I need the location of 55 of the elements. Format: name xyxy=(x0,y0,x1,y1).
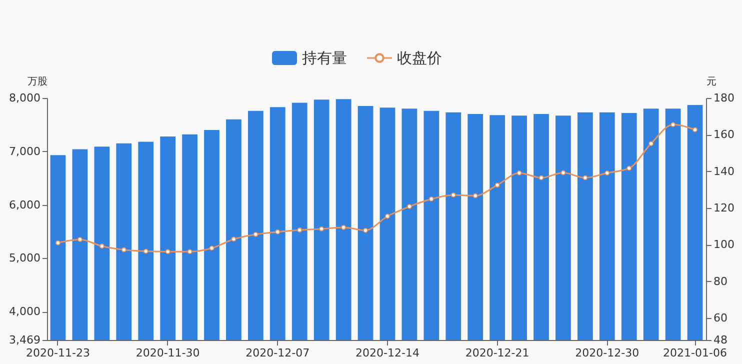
point xyxy=(363,228,368,233)
x-tick-label: 2020-12-14 xyxy=(356,346,420,360)
point xyxy=(450,192,456,198)
x-tick-label: 2020-12-21 xyxy=(465,346,530,360)
y2-tick-label: 140 xyxy=(714,164,734,178)
x-tick-label: 2020-12-07 xyxy=(246,346,310,360)
point xyxy=(77,237,82,242)
point xyxy=(626,166,632,171)
y2-axis-title: 元 xyxy=(706,76,716,88)
y2-tick-label: 80 xyxy=(714,274,728,288)
point xyxy=(428,196,434,202)
legend-label: 收盘价 xyxy=(397,49,442,67)
point xyxy=(341,224,346,230)
point xyxy=(406,204,412,210)
point xyxy=(99,244,104,249)
y2-tick-label: 100 xyxy=(714,238,734,252)
point xyxy=(253,232,258,237)
y2-tick-label: 48 xyxy=(714,334,728,346)
point xyxy=(582,175,588,180)
point xyxy=(55,240,60,246)
point xyxy=(494,182,500,188)
x-tick-label: 2020-11-30 xyxy=(136,346,200,360)
y2-tick-label: 60 xyxy=(714,312,728,324)
x-tick-label: 2020-12-30 xyxy=(575,346,640,360)
y-tick-label: 3,469 xyxy=(9,334,40,346)
point xyxy=(165,249,170,254)
point xyxy=(516,170,522,176)
x-tick-label: 2021-01-06 xyxy=(663,346,727,360)
point xyxy=(143,248,148,254)
y2-tick-label: 120 xyxy=(714,202,734,214)
point xyxy=(297,228,302,232)
point xyxy=(121,247,126,252)
y-tick-label: 5,000 xyxy=(9,252,40,265)
point xyxy=(231,236,236,242)
y-tick-label: 8,000 xyxy=(9,92,40,104)
y-axis-title: 万股 xyxy=(28,76,48,88)
y2-tick-label: 180 xyxy=(714,92,734,104)
point xyxy=(670,122,676,128)
point xyxy=(275,229,280,234)
point xyxy=(604,170,610,176)
point xyxy=(560,170,566,176)
x-tick-label: 2020-11-23 xyxy=(26,346,90,360)
point xyxy=(209,246,214,251)
y-tick-label: 4,000 xyxy=(9,305,40,318)
legend-label: 持有量 xyxy=(302,49,347,67)
point xyxy=(692,127,698,132)
point xyxy=(319,226,324,232)
point xyxy=(648,141,654,146)
y-tick-label: 7,000 xyxy=(9,144,40,158)
y-tick-label: 6,000 xyxy=(9,198,40,212)
point xyxy=(472,193,478,198)
point xyxy=(187,249,192,254)
point xyxy=(538,175,544,180)
y2-tick-label: 160 xyxy=(714,128,734,142)
point xyxy=(384,214,390,219)
